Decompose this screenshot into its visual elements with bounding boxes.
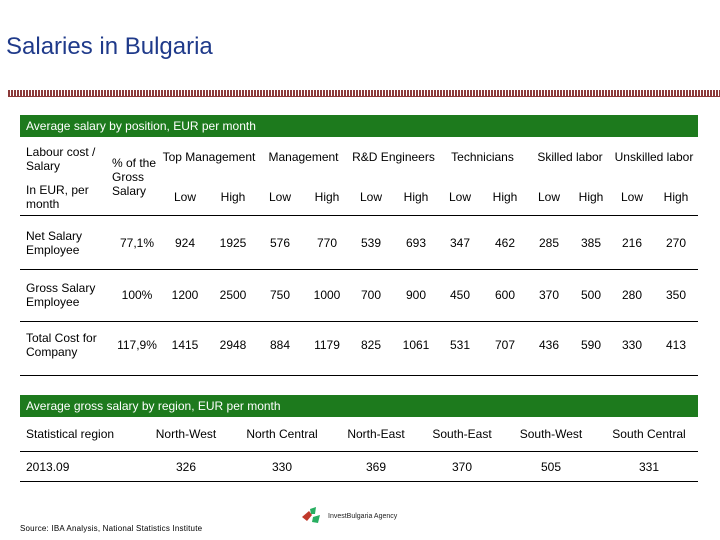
pct-cell: 117,9% [117,338,157,352]
pct-cell: 100% [121,288,153,302]
page-title: Salaries in Bulgaria [6,33,213,60]
region-salary-cell: 505 [540,460,562,474]
salary-cell: 924 [174,236,196,250]
salary-cell: 884 [269,338,291,352]
salary-cell: 436 [538,338,560,352]
position-salary-table: Labour cost / Salary In EUR, per month % o… [20,137,698,376]
region-name: North-West [155,427,217,441]
row-divider [20,451,698,452]
region-name: South-East [432,427,492,441]
high-header: High [663,190,689,204]
group-header: Skilled labor [537,150,603,164]
group-header: Technicians [451,150,514,164]
region-salary-table: Statistical region North-West North Centra… [20,417,698,482]
low-header: Low [359,190,382,204]
salary-cell: 1925 [219,236,247,250]
salary-cell: 270 [665,236,687,250]
salary-cell: 216 [621,236,643,250]
salary-cell: 2500 [219,288,247,302]
salary-cell: 385 [580,236,602,250]
pct-gross-header: % of the Gross Salary [112,156,157,198]
region-salary-cell: 326 [175,460,197,474]
salary-cell: 350 [665,288,687,302]
row-header-labour-cost: Labour cost / Salary [26,145,96,173]
row-divider [20,321,698,322]
high-header: High [403,190,429,204]
high-header: High [220,190,246,204]
salary-cell: 600 [494,288,516,302]
region-salary-cell: 331 [638,460,660,474]
row-label: Gross Salary Employee [26,281,96,309]
salary-cell: 539 [360,236,382,250]
leaf-logo-icon [302,507,320,523]
high-header: High [492,190,518,204]
salary-cell: 700 [360,288,382,302]
salary-cell: 770 [316,236,338,250]
salary-cell: 285 [538,236,560,250]
salary-cell: 590 [580,338,602,352]
region-name: South Central [612,427,686,441]
title-divider [8,90,720,96]
region-table-caption: Average gross salary by region, EUR per … [20,395,698,417]
salary-cell: 500 [580,288,602,302]
row-divider [20,215,698,216]
low-header: Low [173,190,196,204]
region-name: North Central [246,427,318,441]
pct-cell: 77,1% [119,236,155,250]
region-salary-cell: 370 [451,460,473,474]
source-note: Source: IBA Analysis, National Statistic… [20,524,203,533]
row-label: Total Cost for Company [26,331,97,359]
salary-cell: 462 [494,236,516,250]
agency-logo: InvestBulgaria Agency [300,505,397,527]
position-table-caption: Average salary by position, EUR per mont… [20,115,698,137]
row-label: Net Salary Employee [26,229,83,257]
salary-cell: 531 [449,338,471,352]
salary-cell: 576 [269,236,291,250]
salary-cell: 1061 [402,338,430,352]
salary-cell: 450 [449,288,471,302]
low-header: Low [620,190,643,204]
region-name: South-West [519,427,583,441]
salary-cell: 707 [494,338,516,352]
salary-cell: 347 [449,236,471,250]
salary-cell: 1179 [314,338,340,352]
group-header: Management [268,150,339,164]
salary-cell: 330 [621,338,643,352]
salary-cell: 370 [538,288,560,302]
salary-cell: 1415 [171,338,199,352]
low-header: Low [537,190,560,204]
region-name: North-East [347,427,405,441]
region-row-label: 2013.09 [26,460,70,474]
title-divider-line [8,96,720,97]
salary-cell: 900 [405,288,427,302]
low-header: Low [268,190,291,204]
low-header: Low [448,190,471,204]
salary-cell: 280 [621,288,643,302]
salary-cell: 693 [405,236,427,250]
group-header: R&D Engineers [352,150,435,164]
group-header: Unskilled labor [614,150,694,164]
salary-cell: 825 [360,338,382,352]
logo-label: InvestBulgaria Agency [328,512,398,520]
high-header: High [578,190,604,204]
region-salary-cell: 369 [365,460,387,474]
row-divider [20,269,698,270]
salary-cell: 413 [665,338,687,352]
salary-cell: 1200 [171,288,199,302]
high-header: High [314,190,340,204]
region-salary-cell: 330 [271,460,293,474]
salary-cell: 1000 [313,288,341,302]
salary-cell: 750 [269,288,291,302]
region-header-label: Statistical region [26,427,115,441]
row-header-unit: In EUR, per month [26,183,89,211]
group-header: Top Management [162,150,256,164]
salary-cell: 2948 [219,338,247,352]
